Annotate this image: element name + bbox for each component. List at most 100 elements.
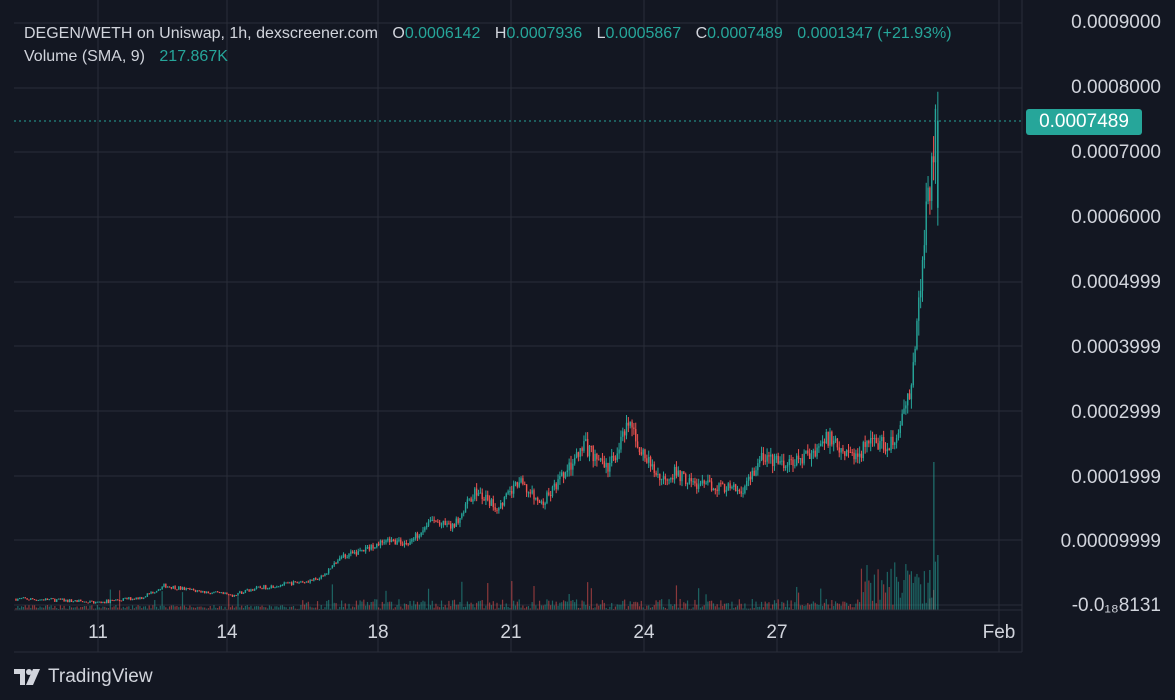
candle-body (553, 483, 556, 487)
volume-bar (339, 606, 341, 610)
candle-body (331, 565, 334, 569)
volume-bar (727, 603, 729, 610)
volume-bar (431, 600, 433, 610)
volume-bar (87, 608, 89, 610)
candle-body (31, 598, 34, 600)
candle-body (377, 543, 380, 546)
volume-bar (172, 605, 174, 610)
candle-body (538, 501, 541, 503)
volume-bar (692, 607, 694, 610)
candle-body (596, 453, 598, 460)
candle-body (736, 490, 739, 492)
candle-body (770, 454, 772, 457)
volume-bar (122, 606, 124, 610)
candle-body (248, 589, 250, 592)
volume-bar (26, 607, 28, 610)
volume-bar (620, 604, 622, 610)
volume-bar (550, 605, 552, 610)
volume-bar (551, 600, 554, 610)
volume-bar (574, 602, 576, 610)
candle-body (548, 492, 550, 495)
volume-bar (361, 601, 363, 610)
volume-bar (128, 606, 130, 610)
tradingview-brand[interactable]: TradingView (14, 666, 153, 688)
volume-bar (270, 606, 272, 610)
volume-bar (822, 605, 824, 610)
volume-bar (194, 607, 197, 610)
candle-body (803, 453, 805, 464)
volume-bar (37, 608, 39, 610)
candle-body (496, 509, 498, 511)
volume-bar (718, 607, 720, 610)
volume-bar (135, 606, 137, 610)
volume-bar (622, 600, 624, 610)
candle-body (37, 600, 39, 602)
candle-body (237, 593, 239, 596)
candle-body (820, 443, 822, 447)
price-tick-label: 0.0002999 (1071, 402, 1161, 423)
candle-body (931, 156, 933, 201)
volume-bar (649, 607, 652, 610)
volume-bar (378, 607, 380, 610)
volume-bar (357, 605, 359, 610)
candle-body (544, 503, 546, 506)
volume-bar (555, 601, 557, 610)
candle-body (272, 585, 274, 588)
volume-bar (540, 605, 542, 610)
candle-body (363, 549, 365, 552)
volume-bar (19, 608, 21, 610)
candle-body (165, 584, 167, 588)
candle-body (771, 454, 774, 467)
candle-body (19, 598, 21, 600)
candle-body (494, 507, 496, 510)
candle-body (300, 581, 302, 583)
volume-bar (759, 606, 761, 610)
price-tick-label: 0.0001999 (1071, 467, 1161, 488)
volume-bar (78, 608, 80, 610)
candle-body (882, 437, 885, 450)
candle-body (133, 598, 136, 600)
volume-bar (20, 606, 23, 610)
volume-bar (666, 608, 668, 610)
volume-bar (287, 608, 289, 610)
volume-bar (653, 605, 655, 610)
candle-body (218, 592, 221, 594)
volume-bar (464, 606, 467, 610)
volume-bar (476, 602, 478, 610)
candle-body (514, 482, 517, 485)
candle-body (570, 462, 572, 470)
candle-body (459, 518, 461, 523)
candle-body (289, 582, 291, 584)
volume-bar (41, 607, 43, 610)
candle-body (764, 460, 766, 462)
volume-bar (168, 606, 171, 610)
volume-bar (94, 608, 97, 610)
volume-bar (329, 608, 332, 610)
price-tick-label: 0.0003999 (1071, 337, 1161, 358)
candle-body (154, 592, 156, 594)
volume-bar (313, 607, 315, 610)
volume-bar (159, 605, 161, 610)
candle-body (211, 592, 213, 594)
candle-body (685, 474, 687, 484)
volume-bar (72, 607, 74, 610)
volume-bar (916, 573, 918, 610)
candle-body (712, 488, 715, 491)
candle-body (598, 459, 600, 461)
volume-bar (496, 602, 498, 610)
candle-body (897, 432, 900, 439)
volume-bar (509, 607, 511, 610)
volume-bar (61, 607, 63, 610)
candle-body (461, 513, 463, 519)
volume-bar (59, 605, 61, 610)
candle-body (216, 591, 219, 593)
volume-bar (677, 607, 679, 610)
candle-body (855, 453, 857, 460)
candle-body (699, 483, 702, 485)
candle-body (409, 541, 411, 545)
volume-bar (635, 601, 637, 610)
candle-body (614, 457, 617, 461)
volume-bar (146, 608, 148, 610)
volume-bar (686, 600, 689, 610)
